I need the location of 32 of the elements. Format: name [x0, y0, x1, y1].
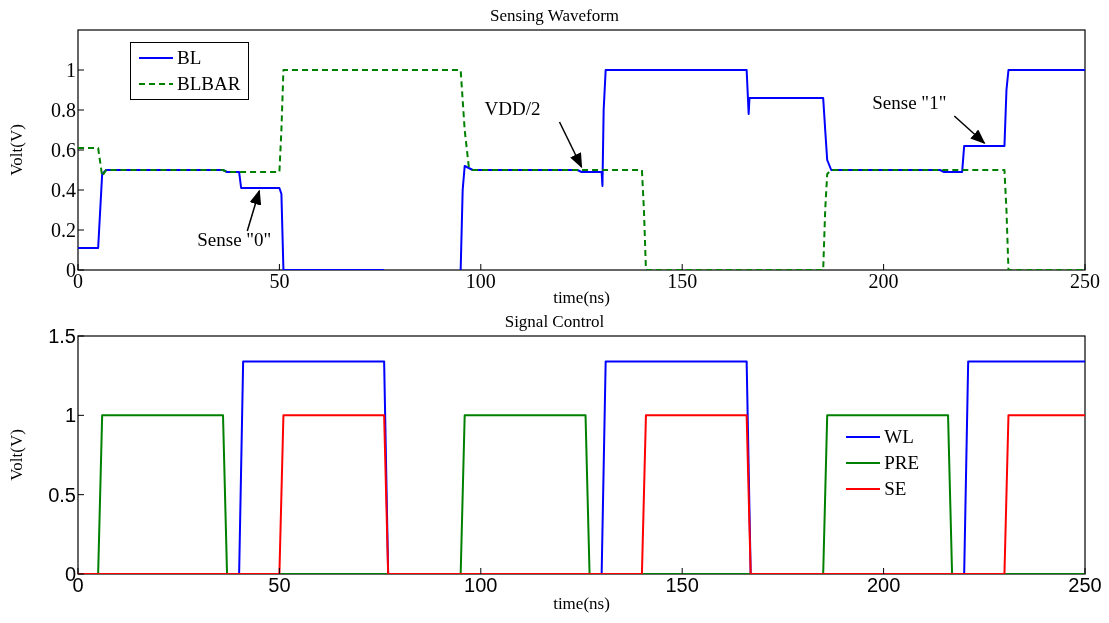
- annotation: Sense "0": [197, 229, 272, 250]
- chart-title: Sensing Waveform: [488, 6, 621, 26]
- x-axis-title: time(ns): [553, 288, 610, 307]
- legend-label: WL: [884, 425, 914, 448]
- y-tick-label: 1: [64, 404, 76, 427]
- x-tick-label: 100: [465, 270, 496, 293]
- x-tick-label: 150: [665, 574, 699, 597]
- y-tick-label: 1.5: [48, 325, 76, 348]
- y-tick-label: 0.2: [51, 219, 76, 242]
- x-tick-label: 200: [868, 270, 899, 293]
- y-tick-label: 0.6: [51, 139, 76, 162]
- legend-label: PRE: [884, 451, 920, 474]
- chart-title: Signal Control: [504, 312, 605, 331]
- y-axis-title: Volt(V): [7, 124, 27, 176]
- x-tick-label: 50: [268, 574, 291, 597]
- y-tick-label: 0.5: [48, 483, 76, 506]
- y-tick-label: 0.4: [51, 179, 76, 202]
- x-tick-label: 150: [667, 270, 698, 293]
- legend-label: BL: [177, 47, 202, 69]
- legend-label: BLBAR: [177, 73, 241, 95]
- y-tick-label: 0.8: [51, 99, 76, 122]
- x-tick-label: 100: [464, 574, 498, 597]
- x-axis-title: time(ns): [553, 594, 610, 613]
- y-axis-title: Volt(V): [7, 429, 27, 481]
- y-tick-label: 1: [66, 59, 76, 82]
- x-tick-label: 250: [1070, 270, 1100, 293]
- legend-label: SE: [884, 477, 907, 500]
- x-tick-label: 50: [269, 270, 290, 293]
- x-tick-label: 250: [1068, 574, 1102, 597]
- annotation: VDD/2: [484, 98, 541, 119]
- annotation: Sense "1": [872, 92, 947, 113]
- x-tick-label: 200: [866, 574, 901, 597]
